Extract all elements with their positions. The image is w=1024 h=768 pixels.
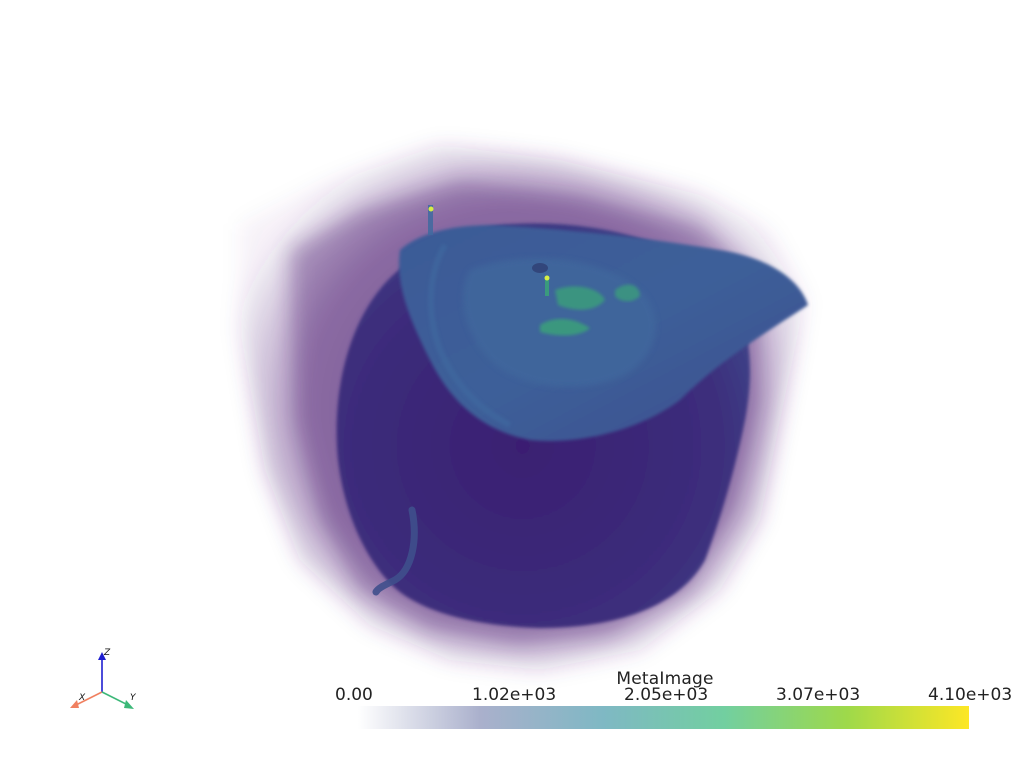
z-axis-label: Z [103, 648, 111, 658]
x-axis-arrow [70, 700, 79, 708]
anatomy-highlight-center [555, 286, 605, 310]
anatomy-dark-spot [532, 263, 548, 273]
hotspot-top [428, 206, 434, 212]
y-axis-arrow [124, 700, 134, 709]
y-axis-label: Y [130, 693, 137, 703]
y-axis-line [101, 691, 129, 706]
anatomy-needle-top [428, 205, 433, 235]
anatomy-needle-inner [545, 276, 549, 296]
x-axis-label: X [78, 693, 86, 703]
anatomy-highlight-right [615, 284, 640, 302]
anatomy-ridge [428, 243, 512, 428]
anatomy-tube [372, 506, 418, 596]
x-axis-line [75, 691, 103, 706]
anatomy-highlight-left [540, 318, 590, 336]
orientation-axes-widget[interactable]: Z X Y [60, 640, 150, 720]
hotspot-inner [544, 275, 550, 281]
z-axis-arrow [98, 652, 106, 660]
